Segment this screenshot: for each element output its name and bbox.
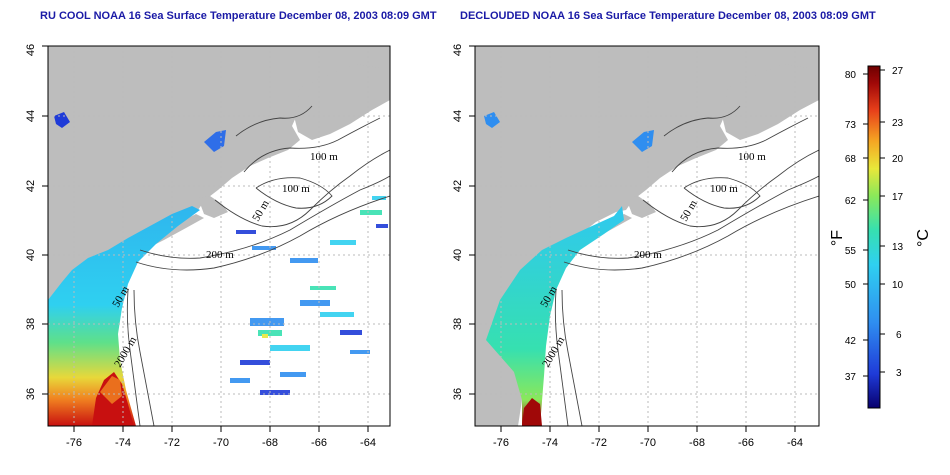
celsius-tick: 13: [892, 242, 904, 253]
y-tick-label: 46: [452, 44, 464, 56]
celsius-tick: 6: [896, 330, 902, 341]
x-tick-label: -66: [311, 437, 327, 449]
x-tick-label: -70: [213, 437, 229, 449]
colorbar: 80 73 68 62 55 50 42 37 27 23 20 17 13 1…: [829, 65, 932, 409]
y-tick-label: 46: [25, 44, 37, 56]
y-axis: [469, 45, 475, 395]
x-tick-label: -74: [115, 437, 131, 449]
y-tick-label: 38: [25, 318, 37, 330]
celsius-tick: 20: [892, 154, 904, 165]
left-map-title: RU COOL NOAA 16 Sea Surface Temperature …: [40, 10, 437, 22]
fahrenheit-tick: 50: [845, 280, 857, 291]
fahrenheit-tick: 55: [845, 246, 857, 257]
warm-patch: [100, 376, 122, 404]
land-island: [150, 214, 204, 246]
map-frame: [474, 45, 820, 427]
x-tick-label: -72: [591, 437, 607, 449]
y-tick-label: 40: [452, 249, 464, 261]
fahrenheit-tick: 42: [845, 336, 857, 347]
colorbar-c-ticks: [880, 69, 885, 373]
land-mass: [475, 46, 819, 426]
fahrenheit-tick: 68: [845, 154, 857, 165]
isobath-label: 100 m: [710, 183, 738, 195]
coastal-sst-band: [48, 206, 200, 426]
isobath-label: 200 m: [634, 249, 662, 261]
y-tick-label: 36: [25, 388, 37, 400]
y-tick-label: 40: [25, 249, 37, 261]
y-tick-label: 42: [452, 180, 464, 192]
x-tick-label: -64: [787, 437, 803, 449]
fahrenheit-tick: 62: [845, 196, 857, 207]
left-map: 100 m 100 m 50 m 200 m 50 m 2000 m -76 -…: [25, 44, 391, 449]
hot-spot: [522, 398, 542, 426]
colorbar-f-ticks: [863, 73, 868, 377]
right-map: 100 m 100 m 50 m 200 m 50 m 2000 m -76 -…: [452, 44, 820, 449]
grid-lines: [475, 46, 819, 426]
y-tick-label: 36: [452, 388, 464, 400]
x-axis: [73, 426, 369, 432]
isobath-contours: [126, 105, 390, 426]
isobath-label: 100 m: [282, 183, 310, 195]
x-tick-label: -64: [360, 437, 376, 449]
x-tick-label: -70: [640, 437, 656, 449]
sst-speckles: [230, 196, 388, 395]
coastal-sst-band: [486, 206, 624, 426]
celsius-tick: 17: [892, 192, 904, 203]
x-tick-label: -68: [689, 437, 705, 449]
fahrenheit-unit-label: °F: [829, 230, 846, 246]
celsius-tick: 23: [892, 118, 904, 129]
x-tick-label: -72: [164, 437, 180, 449]
y-tick-label: 44: [452, 110, 464, 122]
isobath-contours: [554, 105, 819, 426]
celsius-tick: 27: [892, 66, 904, 77]
x-tick-label: -76: [493, 437, 509, 449]
y-tick-label: 42: [25, 180, 37, 192]
grid-lines: [48, 46, 390, 426]
colorbar-gradient: [867, 65, 881, 409]
y-tick-label: 44: [25, 110, 37, 122]
x-tick-label: -74: [542, 437, 558, 449]
right-map-title: DECLOUDED NOAA 16 Sea Surface Temperatur…: [460, 10, 876, 22]
y-axis: [42, 45, 48, 395]
y-tick-label: 38: [452, 318, 464, 330]
x-tick-label: -66: [738, 437, 754, 449]
celsius-tick: 10: [892, 280, 904, 291]
fahrenheit-tick: 73: [845, 120, 857, 131]
x-tick-label: -76: [66, 437, 82, 449]
isobath-label: 200 m: [206, 249, 234, 261]
x-tick-label: -68: [262, 437, 278, 449]
x-axis: [500, 426, 796, 432]
celsius-tick: 3: [896, 368, 902, 379]
isobath-label: 100 m: [310, 151, 338, 163]
land-mass: [48, 46, 390, 426]
fahrenheit-tick: 37: [845, 372, 857, 383]
map-frame: [47, 45, 391, 427]
isobath-label: 100 m: [738, 151, 766, 163]
land-peninsula: [294, 64, 390, 140]
celsius-unit-label: °C: [915, 229, 932, 247]
fahrenheit-tick: 80: [845, 70, 857, 81]
